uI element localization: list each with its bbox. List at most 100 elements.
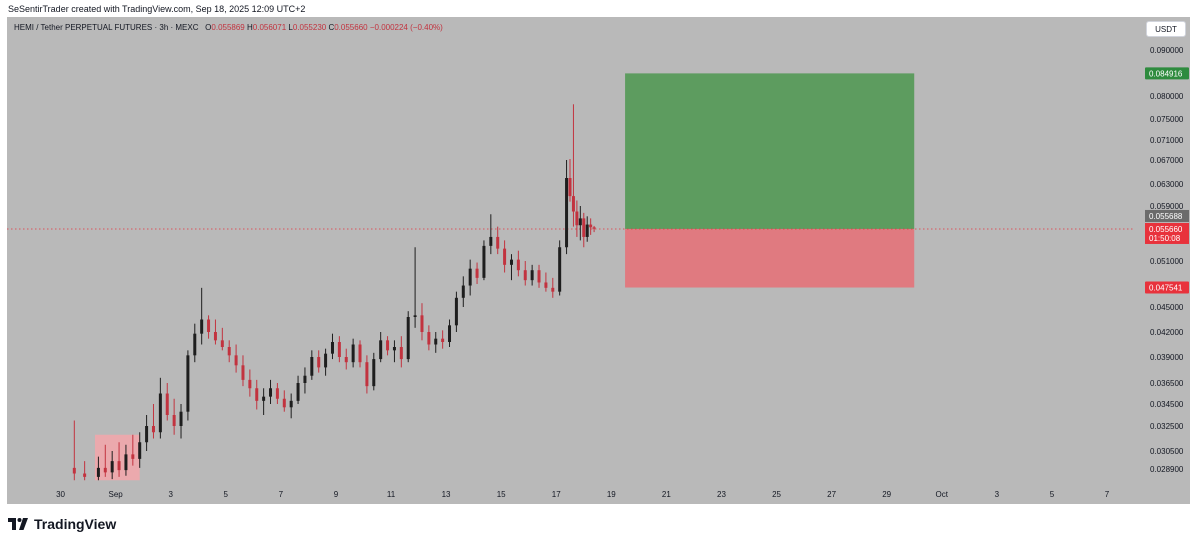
candle-body (234, 355, 238, 366)
candle-body (72, 467, 76, 474)
candle (351, 338, 355, 368)
candle-body (241, 365, 245, 380)
stop-price-label: 0.047541 (1149, 284, 1183, 293)
candle (571, 104, 575, 227)
candle-body (337, 342, 341, 357)
target-price-label-bg (1145, 67, 1189, 80)
candle-body (96, 467, 100, 477)
candle-body (392, 347, 396, 351)
candle-body (324, 353, 328, 368)
candle (151, 404, 155, 439)
candle-body (282, 398, 286, 408)
candle-body (158, 393, 162, 433)
candle-body (413, 315, 417, 317)
candle (399, 336, 403, 368)
candle (578, 206, 582, 241)
candle (158, 377, 162, 439)
y-tick-label: 0.071000 (1150, 136, 1184, 145)
candle-body (213, 332, 217, 341)
candle (96, 456, 100, 481)
candle (200, 287, 204, 345)
candle (117, 442, 121, 477)
candle-body (558, 247, 562, 292)
candle (537, 264, 541, 288)
x-tick-label: Oct (936, 490, 949, 499)
candle (296, 375, 300, 404)
x-tick-label: 25 (772, 490, 781, 499)
candle-body (489, 236, 493, 246)
x-tick-label: 13 (442, 490, 451, 499)
candle-body (575, 211, 579, 226)
candle (337, 336, 341, 363)
candle (482, 240, 486, 281)
candle (330, 333, 334, 360)
candle (344, 348, 348, 370)
current-price-label-bg (1145, 209, 1189, 222)
candle (461, 276, 465, 307)
candle-body (179, 411, 183, 426)
candle-body (399, 347, 403, 360)
candle (523, 261, 527, 286)
candle-body (145, 426, 149, 443)
low-value: 0.055230 (292, 23, 327, 32)
candle (255, 379, 259, 410)
last-price-label: 0.055660 (1149, 225, 1183, 234)
y-tick-label: 0.030500 (1150, 447, 1184, 456)
candle-body (220, 340, 224, 347)
candle-body (420, 315, 424, 332)
candle-body (379, 340, 383, 360)
candle-body (427, 332, 431, 345)
candle (234, 344, 238, 373)
chart-area[interactable] (7, 17, 1190, 504)
symbol-title: HEMI / Tether PERPETUAL FUTURES · 3h · M… (14, 23, 199, 32)
low-label: L (288, 23, 293, 32)
candle (220, 327, 224, 351)
change-value: −0.000224 (−0.40%) (369, 23, 443, 32)
candle-body (475, 268, 479, 278)
candle (454, 291, 458, 332)
candle-body (344, 357, 348, 363)
candle-body (461, 285, 465, 298)
y-tick-label: 0.075000 (1150, 115, 1184, 124)
candle (427, 325, 431, 351)
candle-body (172, 415, 176, 426)
candle-body (110, 461, 114, 473)
candle-body (585, 224, 589, 237)
chart-credit: SeSentirTrader created with TradingView.… (8, 4, 306, 14)
candle (565, 160, 569, 255)
candle (516, 250, 520, 277)
candle (386, 336, 390, 356)
tradingview-wordmark: TradingView (34, 516, 117, 532)
x-tick-label: 23 (717, 490, 726, 499)
currency-button[interactable]: USDT (1146, 21, 1186, 37)
candle (475, 262, 479, 284)
candle (379, 332, 383, 363)
candle (406, 311, 410, 363)
candle-body (589, 224, 593, 228)
candle-body (275, 388, 279, 399)
candle-body (406, 317, 410, 360)
y-tick-label: 0.059000 (1150, 202, 1184, 211)
candle-body (544, 282, 548, 288)
candle-body (262, 396, 266, 401)
x-tick-label: 7 (279, 490, 284, 499)
x-tick-label: 5 (1050, 490, 1055, 499)
candle (310, 350, 314, 380)
x-tick-label: 21 (662, 490, 671, 499)
candle (575, 200, 579, 237)
x-tick-label: Sep (108, 490, 123, 499)
candle (558, 240, 562, 296)
candle (509, 254, 513, 281)
candle-body (248, 379, 252, 389)
candle (392, 340, 396, 363)
candle-body (365, 362, 369, 387)
candle (551, 277, 555, 298)
candle (282, 390, 286, 412)
candle-body (227, 347, 231, 356)
x-tick-label: 9 (334, 490, 339, 499)
candle (213, 319, 217, 345)
candle (530, 264, 534, 286)
x-tick-label: 19 (607, 490, 616, 499)
high-value: 0.056071 (252, 23, 287, 32)
